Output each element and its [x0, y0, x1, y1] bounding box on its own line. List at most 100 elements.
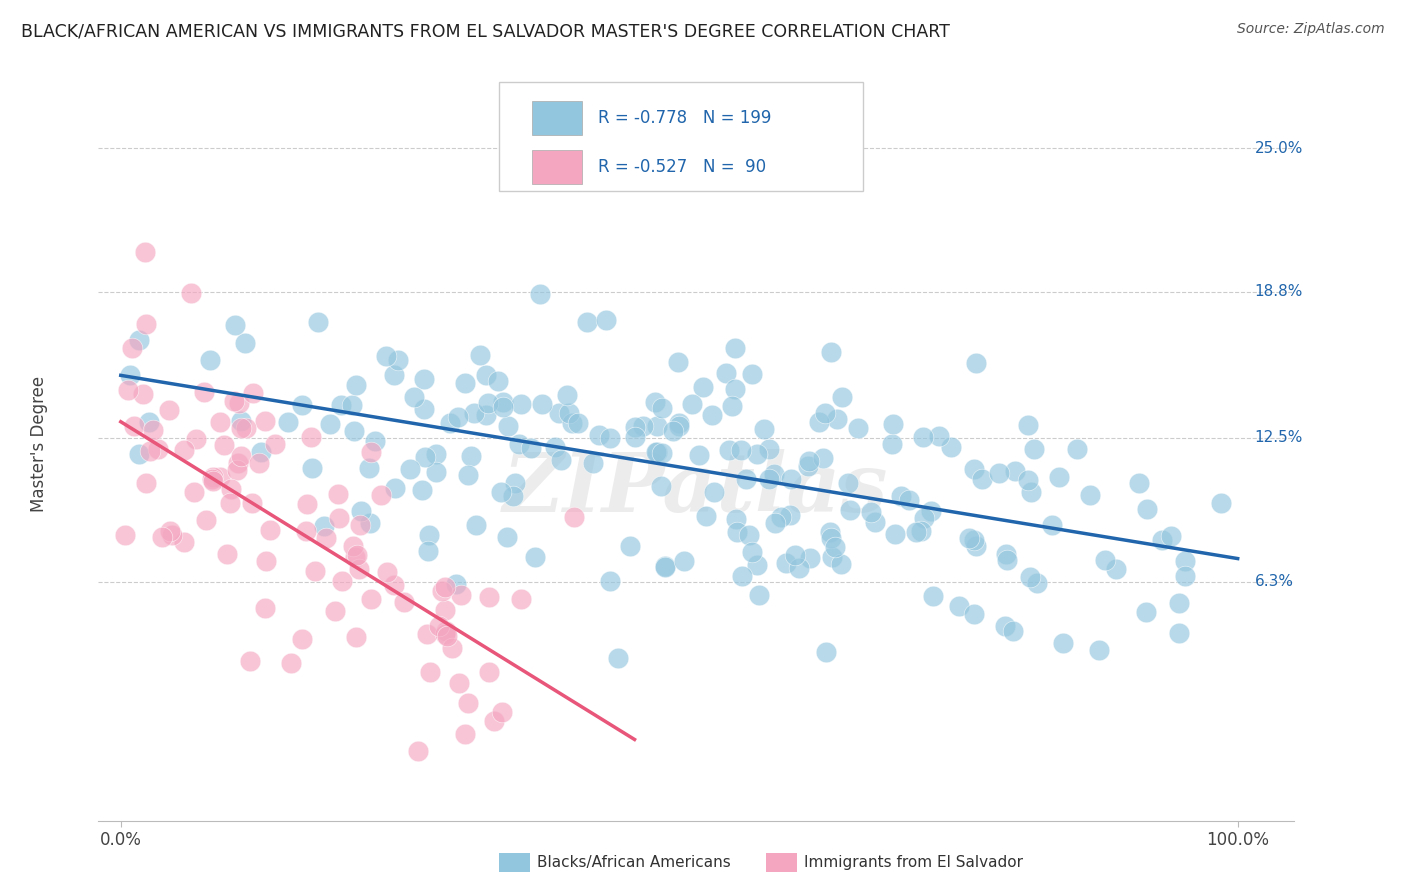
Point	[121, 341, 143, 355]
Point	[503, 475, 526, 490]
Point	[957, 531, 980, 545]
Point	[212, 438, 235, 452]
Point	[411, 483, 433, 497]
Point	[215, 547, 238, 561]
Point	[748, 588, 770, 602]
Point	[148, 442, 170, 457]
Point	[157, 403, 180, 417]
Point	[382, 578, 405, 592]
Point	[1209, 496, 1232, 510]
Point	[970, 472, 993, 486]
Point	[619, 540, 641, 554]
Point	[492, 395, 515, 409]
Point	[920, 504, 942, 518]
Point	[200, 353, 222, 368]
Point	[645, 445, 668, 459]
Point	[763, 467, 786, 481]
Point	[837, 475, 859, 490]
Point	[382, 368, 405, 382]
Point	[295, 524, 318, 539]
Point	[645, 418, 668, 433]
Point	[247, 456, 270, 470]
Point	[404, 390, 426, 404]
Point	[226, 456, 249, 470]
Point	[702, 485, 724, 500]
Point	[486, 374, 509, 388]
Point	[406, 744, 429, 758]
Point	[195, 513, 218, 527]
Point	[301, 461, 323, 475]
Point	[838, 502, 860, 516]
Point	[814, 406, 837, 420]
Point	[662, 424, 685, 438]
Point	[475, 368, 498, 382]
Point	[884, 526, 907, 541]
Point	[995, 547, 1018, 561]
Point	[202, 474, 225, 488]
Point	[375, 565, 398, 579]
Point	[134, 245, 156, 260]
Point	[307, 315, 329, 329]
Point	[912, 511, 935, 525]
Point	[735, 471, 758, 485]
Point	[623, 430, 645, 444]
Point	[225, 462, 247, 476]
Point	[948, 599, 970, 613]
Point	[747, 558, 769, 573]
Point	[1168, 625, 1191, 640]
Point	[128, 334, 150, 348]
Point	[529, 287, 551, 301]
Point	[1167, 596, 1189, 610]
Point	[758, 442, 780, 456]
Point	[135, 317, 157, 331]
Point	[450, 588, 472, 602]
Point	[387, 353, 409, 368]
Text: Immigrants from El Salvador: Immigrants from El Salvador	[804, 855, 1024, 870]
Point	[454, 727, 477, 741]
Point	[208, 470, 231, 484]
Point	[769, 509, 792, 524]
Point	[718, 443, 741, 458]
Point	[731, 569, 754, 583]
Point	[1174, 569, 1197, 583]
Point	[478, 665, 501, 680]
Point	[547, 406, 569, 420]
Point	[561, 416, 583, 430]
Point	[253, 414, 276, 428]
Point	[436, 624, 458, 639]
Point	[173, 535, 195, 549]
Text: R = -0.527   N =  90: R = -0.527 N = 90	[598, 158, 766, 176]
Point	[478, 590, 501, 604]
Point	[1017, 473, 1039, 487]
Point	[114, 527, 136, 541]
Point	[787, 561, 810, 575]
Point	[1150, 533, 1173, 547]
Point	[491, 705, 513, 719]
Point	[599, 431, 621, 445]
Point	[120, 368, 142, 383]
Point	[827, 411, 849, 425]
Point	[859, 505, 882, 519]
Point	[295, 497, 318, 511]
Point	[1024, 442, 1046, 457]
Point	[780, 473, 803, 487]
Point	[796, 458, 818, 473]
Point	[315, 531, 337, 545]
Point	[330, 398, 353, 412]
Point	[599, 574, 621, 588]
Point	[346, 630, 368, 644]
Point	[229, 449, 252, 463]
Point	[343, 549, 366, 564]
Point	[758, 472, 780, 486]
Point	[702, 408, 724, 422]
Point	[398, 461, 420, 475]
Point	[668, 417, 690, 431]
Point	[799, 454, 821, 468]
Point	[463, 407, 485, 421]
Point	[1001, 624, 1024, 639]
Point	[1047, 470, 1070, 484]
Point	[460, 450, 482, 464]
Point	[508, 437, 530, 451]
Point	[595, 313, 617, 327]
Point	[242, 385, 264, 400]
